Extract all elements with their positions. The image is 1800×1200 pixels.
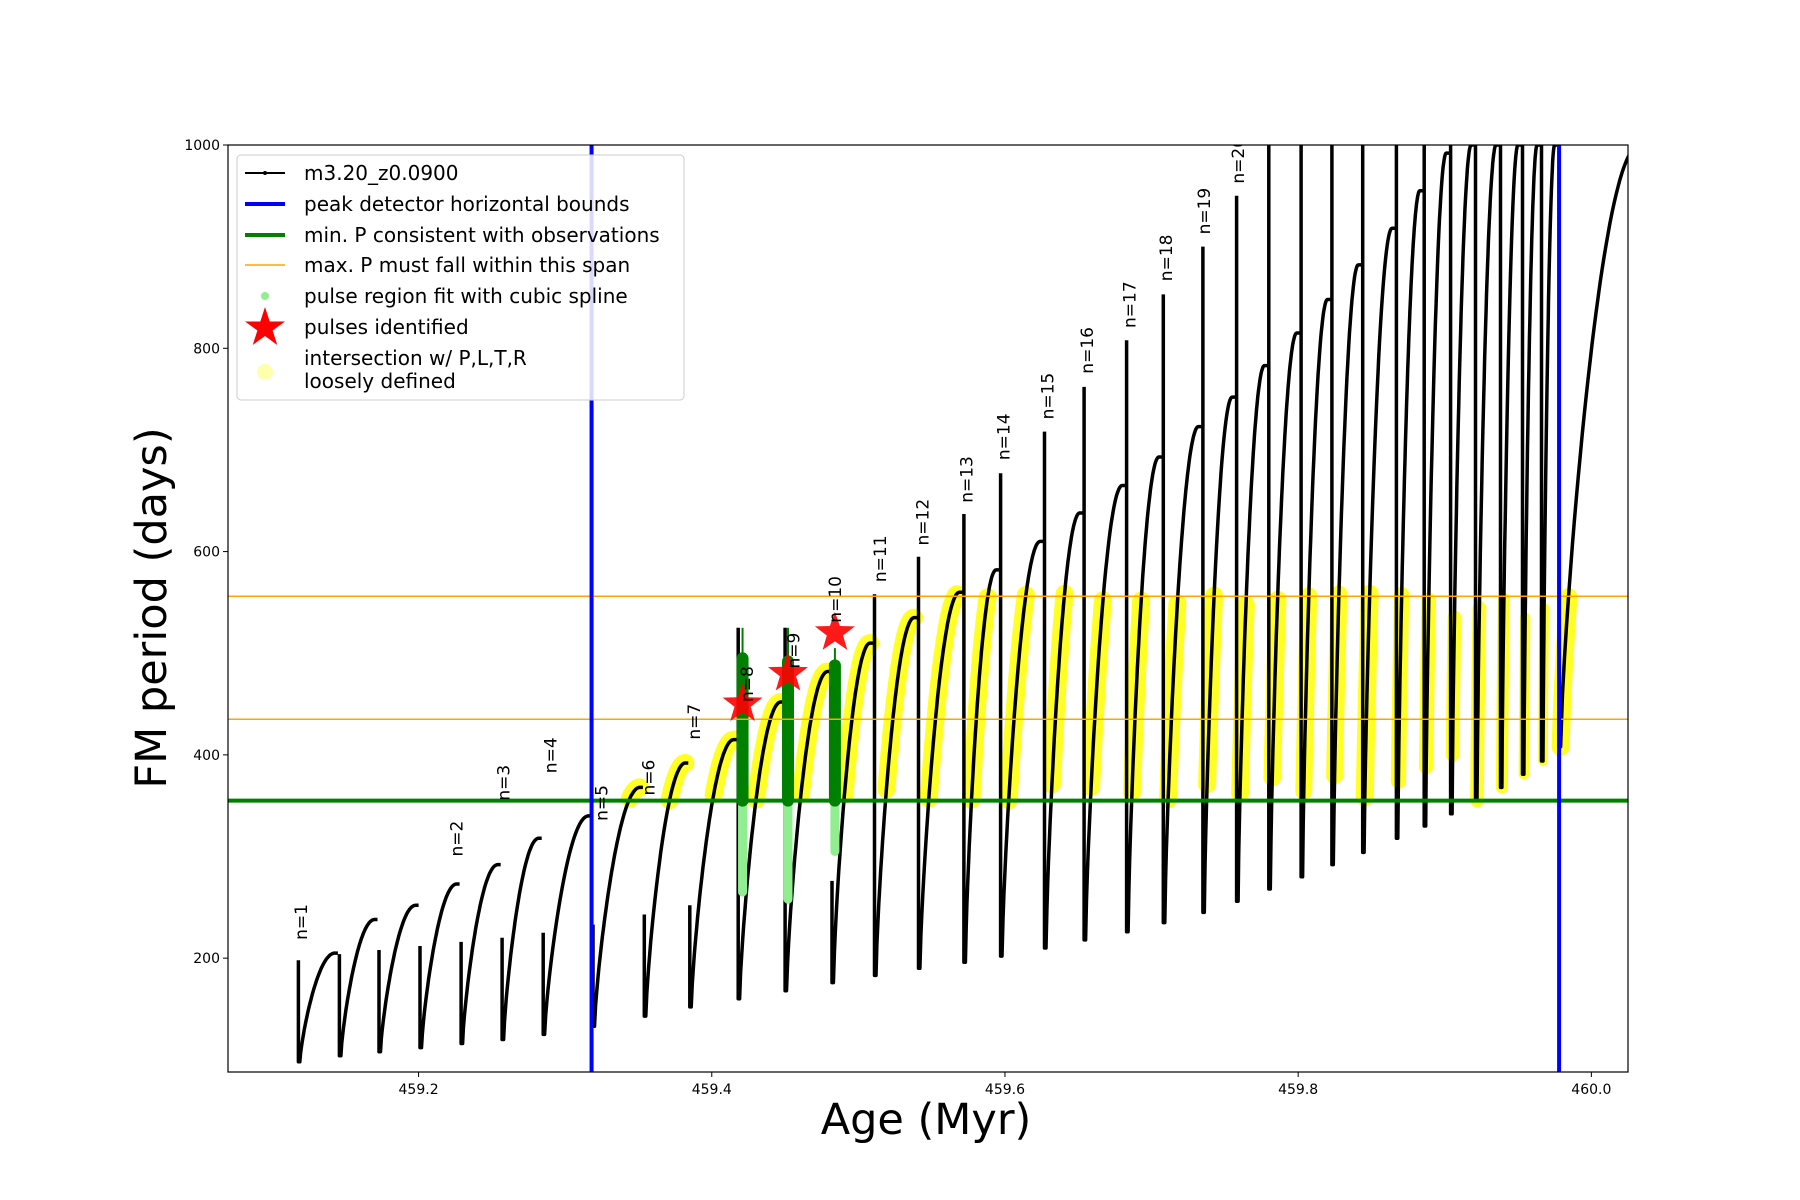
pulse-number-label: n=16 [1078,327,1098,374]
pulse-number-label: n=3 [495,765,515,801]
pulse-number-label: n=7 [685,704,705,740]
pulse-number-label: n=9 [785,633,805,669]
axes-frame [227,144,1629,1073]
legend-label-highlight-1: intersection w/ P,L,T,R [304,346,527,370]
pulse-number-label: n=10 [826,576,846,623]
model-curve-path [296,145,1628,1064]
legend-label-star: pulses identified [304,315,469,339]
legend-label-orange: max. P must fall within this span [304,253,630,277]
pulse-number-label: n=12 [914,499,934,546]
x-axis-label: Age (Myr) [821,1095,1032,1145]
y-tick-label: 400 [193,748,220,764]
y-axis-ticks: 200 400 600 800 1000 [184,138,228,967]
y-tick-label: 800 [193,341,220,357]
x-tick-label: 459.2 [399,1082,439,1098]
pulse-number-label: n=18 [1157,235,1177,282]
y-tick-label: 600 [193,545,220,561]
pulse-star-marker [768,652,808,691]
pulse-star-marker [722,683,763,721]
legend-marker-highlight [257,364,273,380]
pulse-number-label: n=6 [640,760,660,796]
pulse-number-label: n=15 [1038,373,1058,420]
y-tick-label: 1000 [184,138,220,154]
pulse-number-label: n=11 [871,535,891,582]
y-axis-label: FM period (days) [127,427,177,788]
pulse-number-label: n=5 [593,785,613,821]
pulse-number-label: n=13 [958,456,978,503]
legend-label-blue: peak detector horizontal bounds [304,192,630,216]
plot-area: n=1 n=2 n=3 n=4 n=5 n=6 n=7 n=8 n=9 n=10 n=11 n=12 n… [228,137,1628,1072]
legend-label-green: min. P consistent with observations [304,223,660,247]
pulse-number-labels: n=1 n=2 n=3 n=4 n=5 n=6 n=7 n=8 n=9 n=10 n=11 n=12 n… [292,137,1249,940]
pulse-number-label: n=19 [1195,188,1215,235]
x-tick-label: 459.8 [1278,1082,1318,1098]
y-tick-label: 200 [193,951,220,967]
legend-box [236,154,685,401]
model-curve [296,145,1628,1064]
x-axis-ticks: 459.2 459.4 459.6 459.8 460.0 [399,1072,1611,1098]
pulse-number-label: n=8 [738,666,758,702]
pulse-number-label: n=17 [1120,281,1140,328]
pulse-number-label: n=2 [448,821,468,857]
x-tick-label: 460.0 [1571,1082,1611,1098]
pulse-number-label: n=1 [292,904,312,940]
legend-marker-star [245,307,285,345]
legend-label-highlight-2: loosely defined [304,369,456,393]
pulse-star-marker [814,611,855,650]
pulses-identified [722,611,855,721]
pulse-number-label: n=14 [994,413,1014,460]
pulse-number-label: n=20 [1229,137,1249,184]
legend-marker-spline [261,292,269,300]
legend: m3.20_z0.0900 peak detector horizontal b… [236,154,685,401]
legend-label-model: m3.20_z0.0900 [304,161,459,185]
x-tick-label: 459.6 [985,1082,1025,1098]
pulse-number-label: n=4 [541,737,561,773]
x-tick-label: 459.4 [692,1082,732,1098]
legend-marker-model [263,171,267,175]
reference-lines [228,145,1628,1072]
legend-label-spline: pulse region fit with cubic spline [304,284,628,308]
